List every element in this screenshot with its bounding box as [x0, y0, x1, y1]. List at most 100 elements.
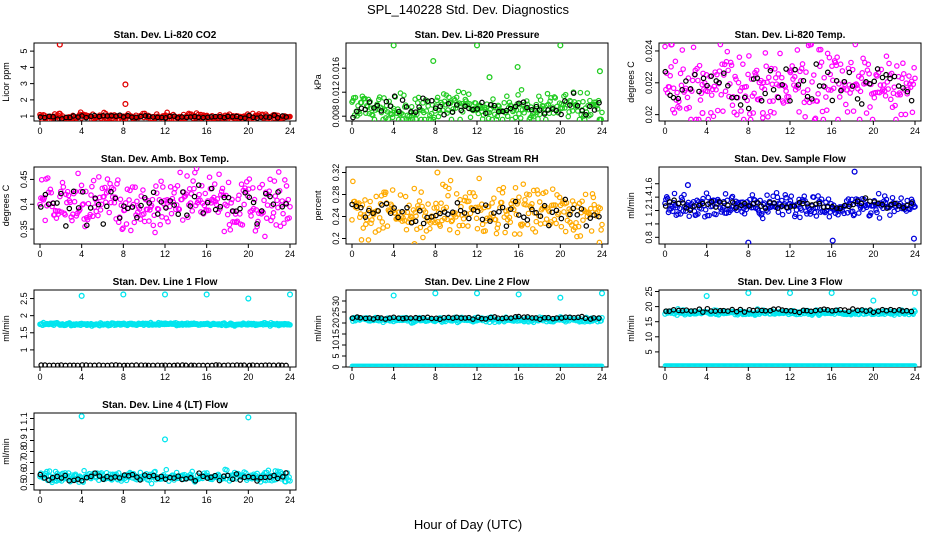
x-tick-label: 24 — [285, 249, 295, 259]
data-point — [483, 104, 489, 111]
data-point — [277, 223, 284, 230]
overlay-point — [850, 201, 857, 208]
y-tick-label: 0.4 — [19, 198, 29, 211]
data-point — [450, 106, 457, 112]
x-tick-label: 16 — [202, 249, 212, 259]
overlay-point — [499, 204, 506, 211]
data-point — [812, 115, 819, 121]
data-point — [732, 73, 738, 80]
data-point — [865, 61, 872, 68]
overlay-point — [683, 78, 689, 84]
data-point — [516, 194, 522, 201]
overlay-point — [591, 107, 598, 113]
data-point — [141, 218, 148, 225]
data-point — [599, 363, 605, 367]
overlay-point — [591, 212, 597, 218]
data-point — [552, 202, 559, 208]
overlay-point — [95, 201, 102, 208]
data-point — [695, 77, 701, 84]
data-point — [403, 226, 410, 233]
x-tick-label: 24 — [597, 372, 607, 382]
data-point — [446, 185, 452, 192]
overlay-point — [704, 82, 710, 89]
overlay-point — [700, 75, 707, 82]
data-point — [238, 181, 245, 188]
data-point — [493, 230, 500, 237]
x-tick-label: 12 — [160, 126, 170, 136]
overlay-point — [399, 208, 405, 215]
data-point — [37, 201, 43, 208]
x-tick-label: 20 — [243, 372, 253, 382]
overlay-point — [675, 95, 682, 102]
overlay-point — [908, 308, 915, 315]
data-point — [766, 98, 773, 105]
data-point — [825, 196, 832, 202]
data-point — [886, 60, 892, 67]
data-point — [690, 44, 697, 51]
overlay-point — [705, 201, 711, 207]
data-point — [722, 88, 729, 95]
data-point — [357, 211, 364, 217]
y-tick-label: 0 — [331, 364, 341, 369]
overlay-point — [692, 71, 698, 78]
data-point — [736, 54, 743, 60]
overlay-point — [357, 314, 364, 321]
data-point — [575, 223, 582, 230]
overlay-point — [479, 99, 485, 106]
overlay-point — [771, 200, 777, 206]
data-point — [885, 86, 891, 92]
overlay-point — [775, 94, 782, 101]
overlay-point — [666, 199, 673, 205]
data-point — [499, 189, 506, 196]
outlier-point — [829, 237, 836, 244]
data-point — [796, 109, 802, 115]
data-point — [206, 174, 213, 180]
overlay-point — [175, 473, 181, 479]
data-point — [248, 213, 254, 219]
data-point — [510, 206, 517, 213]
overlay-point — [195, 182, 202, 188]
outlier-point — [828, 290, 835, 297]
data-point — [457, 116, 463, 121]
outlier-point — [286, 291, 294, 298]
data-point — [187, 200, 194, 206]
x-tick-label: 16 — [827, 249, 837, 259]
data-point — [714, 107, 721, 114]
data-point — [716, 68, 723, 74]
overlay-point — [687, 86, 694, 92]
data-point — [443, 204, 450, 211]
overlay-point — [391, 93, 398, 100]
data-point — [580, 217, 586, 223]
overlay-point — [879, 201, 886, 208]
data-point — [594, 106, 601, 112]
data-point — [401, 92, 407, 99]
overlay-point — [553, 107, 559, 114]
overlay-point — [524, 104, 530, 111]
data-point — [153, 183, 159, 189]
data-point — [168, 210, 175, 217]
data-point — [728, 62, 735, 69]
data-point — [444, 216, 450, 223]
overlay-point — [879, 74, 886, 81]
overlay-point — [246, 194, 253, 201]
overlay-point — [158, 199, 165, 205]
overlay-point — [578, 206, 585, 212]
overlay-point — [88, 113, 94, 120]
data-point — [799, 61, 806, 67]
data-point — [852, 43, 859, 48]
panel-rh: Stan. Dev. Gas Stream RH 0 4 8 12 16 20 24 0.2 0.… — [313, 154, 609, 259]
data-point — [152, 229, 158, 236]
panel-title: Stan. Dev. Gas Stream RH — [415, 154, 538, 165]
data-point — [474, 225, 481, 232]
overlay-point — [183, 362, 189, 367]
data-point — [254, 223, 260, 230]
data-point — [102, 184, 108, 191]
y-axis-label: ml/min — [1, 315, 11, 342]
overlay-point — [562, 196, 569, 203]
y-tick-label: 1.5 — [19, 327, 29, 340]
data-point — [800, 89, 807, 96]
data-point — [912, 363, 918, 367]
overlay-point — [895, 83, 902, 89]
data-point — [252, 228, 259, 234]
data-point — [118, 202, 125, 209]
